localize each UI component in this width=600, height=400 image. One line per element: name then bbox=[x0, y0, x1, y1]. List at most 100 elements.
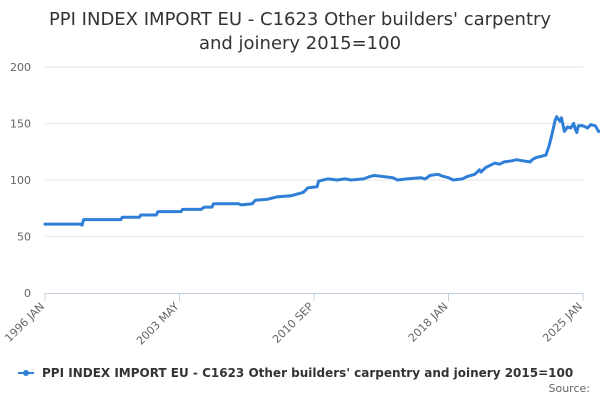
data-point[interactable] bbox=[179, 210, 183, 213]
data-point[interactable] bbox=[558, 120, 562, 123]
data-point[interactable] bbox=[473, 173, 476, 176]
data-point[interactable] bbox=[315, 185, 319, 188]
data-point[interactable] bbox=[575, 131, 579, 134]
data-point[interactable] bbox=[594, 124, 597, 127]
data-point[interactable] bbox=[266, 198, 269, 201]
data-point[interactable] bbox=[424, 177, 427, 181]
data-point[interactable] bbox=[368, 175, 371, 178]
data-point[interactable] bbox=[442, 175, 446, 178]
data-point[interactable] bbox=[447, 176, 450, 179]
data-point[interactable] bbox=[139, 213, 143, 217]
data-point[interactable] bbox=[373, 174, 376, 177]
data-point[interactable] bbox=[586, 126, 589, 130]
data-point[interactable] bbox=[572, 122, 575, 125]
y-tick-label: 50 bbox=[17, 231, 31, 244]
data-point[interactable] bbox=[555, 115, 558, 118]
data-point[interactable] bbox=[484, 166, 487, 169]
data-point[interactable] bbox=[203, 205, 206, 209]
x-axis-tick-labels: 1996 JAN 2003 MAY 2010 SEP 2018 JAN 2025 JAN bbox=[2, 300, 585, 348]
data-point[interactable] bbox=[436, 173, 439, 176]
data-point[interactable] bbox=[563, 130, 566, 133]
data-point[interactable] bbox=[597, 130, 600, 133]
data-point[interactable] bbox=[335, 178, 339, 182]
data-point[interactable] bbox=[240, 203, 243, 207]
data-point[interactable] bbox=[349, 178, 353, 182]
data-point[interactable] bbox=[138, 216, 141, 219]
data-point[interactable] bbox=[515, 158, 518, 161]
data-point[interactable] bbox=[250, 202, 254, 205]
data-point[interactable] bbox=[489, 164, 492, 167]
data-point[interactable] bbox=[199, 208, 203, 211]
data-point[interactable] bbox=[530, 158, 534, 161]
line-chart: 0 50 100 150 200 1996 JAN 2003 MAY 2010 SEP 201… bbox=[2, 61, 600, 348]
data-point[interactable] bbox=[210, 205, 214, 209]
data-point[interactable] bbox=[547, 144, 551, 148]
data-point[interactable] bbox=[301, 191, 305, 194]
x-tick-label: 2025 JAN bbox=[540, 300, 585, 345]
data-point[interactable] bbox=[343, 177, 347, 181]
data-point[interactable] bbox=[502, 160, 506, 164]
series-layer bbox=[43, 115, 600, 227]
legend-symbol bbox=[18, 368, 34, 378]
data-point[interactable] bbox=[461, 177, 464, 181]
data-point[interactable] bbox=[569, 126, 572, 130]
data-point[interactable] bbox=[540, 155, 543, 158]
data-point[interactable] bbox=[560, 116, 563, 120]
data-point[interactable] bbox=[544, 153, 548, 157]
data-point[interactable] bbox=[465, 175, 469, 178]
legend[interactable]: PPI INDEX IMPORT EU - C1623 Other builde… bbox=[18, 364, 573, 382]
x-tick-label: 1996 JAN bbox=[2, 300, 47, 345]
data-point[interactable] bbox=[391, 176, 395, 179]
y-tick-label: 200 bbox=[10, 61, 31, 74]
y-tick-label: 0 bbox=[24, 287, 31, 300]
data-point[interactable] bbox=[275, 195, 279, 199]
data-point[interactable] bbox=[306, 186, 310, 190]
data-point[interactable] bbox=[498, 162, 501, 166]
legend-marker bbox=[23, 370, 29, 376]
data-point[interactable] bbox=[577, 124, 580, 127]
data-point[interactable] bbox=[428, 174, 432, 177]
data-point[interactable] bbox=[212, 202, 215, 205]
x-axis bbox=[44, 293, 584, 301]
data-point[interactable] bbox=[326, 177, 330, 181]
data-point[interactable] bbox=[43, 222, 47, 226]
source-label: Source: bbox=[548, 382, 591, 395]
series-line[interactable] bbox=[43, 115, 600, 227]
data-point[interactable] bbox=[510, 159, 514, 162]
chart-title: PPI INDEX IMPORT EU - C1623 Other builde… bbox=[48, 9, 552, 54]
data-point[interactable] bbox=[529, 160, 532, 164]
data-point[interactable] bbox=[121, 216, 124, 219]
data-point[interactable] bbox=[550, 132, 554, 135]
data-point[interactable] bbox=[478, 168, 481, 172]
data-point[interactable] bbox=[362, 177, 365, 181]
data-point[interactable] bbox=[317, 179, 320, 183]
data-point[interactable] bbox=[181, 208, 184, 211]
data-point[interactable] bbox=[581, 124, 585, 127]
data-point[interactable] bbox=[493, 161, 497, 165]
y-tick-label: 100 bbox=[10, 174, 31, 187]
data-point[interactable] bbox=[521, 159, 524, 162]
data-point[interactable] bbox=[396, 178, 399, 182]
y-axis-tick-labels: 0 50 100 150 200 bbox=[10, 61, 31, 300]
x-tick-label: 2003 MAY bbox=[134, 300, 182, 348]
data-point[interactable] bbox=[82, 218, 85, 221]
data-point[interactable] bbox=[479, 170, 483, 174]
data-point[interactable] bbox=[119, 218, 122, 221]
legend-label: PPI INDEX IMPORT EU - C1623 Other builde… bbox=[42, 366, 574, 380]
data-point[interactable] bbox=[80, 224, 84, 227]
data-point[interactable] bbox=[419, 176, 422, 179]
data-point[interactable] bbox=[535, 156, 538, 159]
data-point[interactable] bbox=[289, 194, 293, 198]
data-point[interactable] bbox=[382, 175, 385, 178]
data-point[interactable] bbox=[254, 199, 257, 202]
data-point[interactable] bbox=[237, 202, 240, 205]
data-point[interactable] bbox=[405, 177, 408, 181]
data-point[interactable] bbox=[156, 210, 160, 213]
data-point[interactable] bbox=[589, 123, 592, 126]
data-point[interactable] bbox=[451, 178, 455, 182]
data-point[interactable] bbox=[155, 213, 158, 217]
data-point[interactable] bbox=[574, 127, 577, 131]
data-point[interactable] bbox=[566, 125, 569, 129]
x-tick-label: 2010 SEP bbox=[270, 300, 316, 346]
data-point[interactable] bbox=[553, 118, 557, 122]
